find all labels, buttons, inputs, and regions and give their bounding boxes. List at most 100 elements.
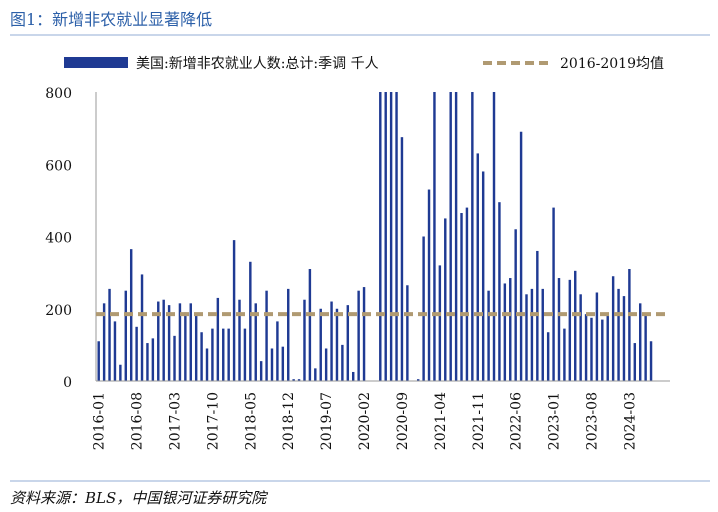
bar-2019-02 <box>297 379 301 381</box>
bar-2020-08 <box>395 92 398 381</box>
x-tick-label: 2017-03 <box>168 392 184 450</box>
bar-2016-12 <box>157 301 160 381</box>
bar-2020-12 <box>416 379 420 381</box>
bar-2020-10 <box>406 285 409 381</box>
bar-2017-10 <box>211 328 214 381</box>
bar-2018-06 <box>254 303 257 381</box>
bar-2022-09 <box>530 288 534 381</box>
bar-2021-12 <box>481 171 485 381</box>
bar-2020-09 <box>400 137 404 381</box>
x-tick-label: 2018-05 <box>243 392 259 450</box>
bar-2024-05 <box>638 303 642 381</box>
bar-2017-12 <box>222 328 225 381</box>
x-tick-label: 2021-11 <box>471 392 487 450</box>
bar-2023-05 <box>574 270 577 381</box>
x-tick-label: 2024-03 <box>622 392 638 450</box>
x-tick-label: 2016-08 <box>130 392 146 450</box>
bar-2021-07 <box>454 92 458 381</box>
bar-2022-07 <box>519 131 523 381</box>
bar-2019-09 <box>335 308 339 381</box>
x-tick-label: 2016-01 <box>92 392 108 450</box>
bar-2018-03 <box>238 299 241 381</box>
x-tick-label: 2023-01 <box>547 392 563 450</box>
bar-2017-09 <box>205 348 209 381</box>
bar-2018-12 <box>287 288 290 381</box>
x-axis: 2016-01 2016-08 2017-03 2017-10 2018-05 2018-… <box>92 380 670 450</box>
bar-2016-02 <box>102 303 106 381</box>
bar-2018-04 <box>243 328 247 381</box>
bar-2020-01 <box>357 290 360 381</box>
source-note: 资料来源：BLS，中国银河证券研究院 <box>10 489 267 507</box>
bar-2018-09 <box>270 348 274 381</box>
bar-2016-05 <box>119 364 122 381</box>
bar-2021-09 <box>465 207 469 381</box>
bar-2017-08 <box>200 332 203 381</box>
x-tick-label: 2018-12 <box>281 392 297 450</box>
bar-2023-11 <box>606 314 609 381</box>
bar-2016-01 <box>97 341 100 381</box>
bar-2017-04 <box>178 303 182 381</box>
y-tick-label: 800 <box>45 86 72 102</box>
bar-2017-11 <box>216 297 220 381</box>
bar-2022-08 <box>525 294 528 381</box>
y-tick-label: 0 <box>63 375 72 391</box>
chart-title: 图1：新增非农就业显著降低 <box>10 10 213 29</box>
bar-2023-10 <box>601 319 604 381</box>
bar-2019-03 <box>303 299 306 381</box>
bar-2024-03 <box>628 269 631 381</box>
bar-2019-07 <box>324 348 328 381</box>
bar-2018-08 <box>265 290 268 381</box>
bar-2024-01 <box>617 288 620 381</box>
bar-2017-02 <box>167 305 171 381</box>
bar-2022-02 <box>492 92 496 381</box>
bar-series <box>97 92 653 381</box>
bar-2018-10 <box>276 321 279 381</box>
bar-2016-10 <box>146 343 149 381</box>
bar-2016-11 <box>151 338 155 381</box>
bar-2022-12 <box>546 332 550 381</box>
bar-2017-05 <box>184 312 187 381</box>
legend-bar-label: 美国:新增非农就业人数:总计:季调 千人 <box>136 56 379 72</box>
x-tick-label: 2022-06 <box>509 392 525 450</box>
bar-2019-04 <box>308 269 312 381</box>
bar-2019-05 <box>314 368 317 381</box>
x-tick-label: 2020-02 <box>357 392 373 450</box>
bar-2018-02 <box>232 240 236 381</box>
bar-2021-05 <box>444 218 447 381</box>
bar-2022-05 <box>509 278 512 381</box>
legend-bar-swatch <box>64 57 128 68</box>
x-tick-label: 2019-07 <box>319 392 335 450</box>
bar-2023-01 <box>552 207 555 381</box>
bar-2024-02 <box>622 296 626 381</box>
bar-2017-01 <box>162 299 165 381</box>
bar-2018-11 <box>281 346 285 381</box>
legend-average-label: 2016-2019均值 <box>560 56 664 72</box>
bar-2017-07 <box>194 315 198 381</box>
bar-2021-02 <box>427 189 431 381</box>
bar-2022-06 <box>514 229 517 381</box>
bar-2024-06 <box>644 315 647 381</box>
title-divider <box>10 34 710 36</box>
bar-2023-06 <box>579 294 582 381</box>
bar-2024-07 <box>649 341 653 381</box>
bar-2021-08 <box>460 213 463 381</box>
bar-2021-04 <box>438 265 442 381</box>
bar-2019-11 <box>346 305 350 381</box>
bar-2022-01 <box>487 290 490 381</box>
bar-2022-03 <box>498 202 501 381</box>
x-tick-label: 2020-09 <box>395 392 411 450</box>
bar-2021-03 <box>433 92 436 381</box>
y-axis: 0 200 400 600 800 <box>45 86 97 391</box>
bar-2022-04 <box>503 283 507 381</box>
bar-2019-12 <box>351 371 355 381</box>
bar-2018-05 <box>249 261 252 381</box>
bar-2023-02 <box>557 278 561 381</box>
bar-2023-04 <box>568 279 572 381</box>
bar-2023-09 <box>595 292 599 381</box>
bar-2019-06 <box>319 308 322 381</box>
bar-2023-08 <box>590 317 593 381</box>
bar-2020-05 <box>379 92 382 381</box>
y-tick-label: 600 <box>45 158 72 174</box>
bar-2022-11 <box>541 288 544 381</box>
